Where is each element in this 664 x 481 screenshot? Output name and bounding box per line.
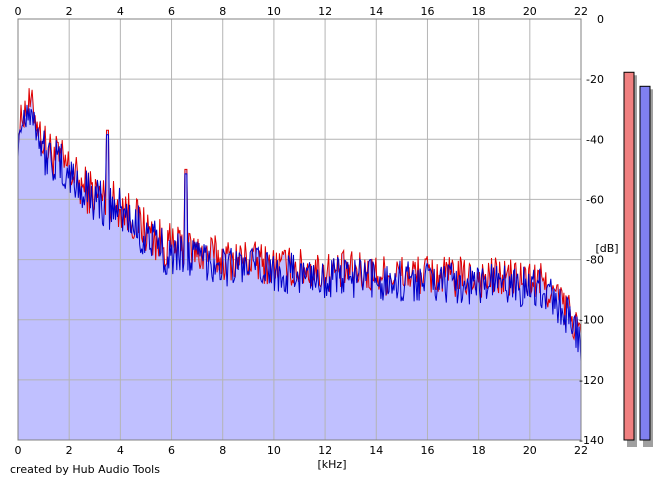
x-tick-label-bottom: 12: [318, 444, 332, 457]
y-tick-label: -20: [586, 73, 604, 86]
x-tick-label-bottom: 0: [15, 444, 22, 457]
series-line-right-channel: [17, 104, 582, 362]
x-tick-label-top: 20: [523, 5, 537, 18]
spectrum-series: [17, 88, 582, 362]
plot-frame: [17, 18, 582, 441]
x-tick-label-top: 12: [318, 5, 332, 18]
x-tick-label-bottom: 18: [472, 444, 486, 457]
grid: [18, 19, 581, 440]
x-tick-labels-bottom: 0 2 4 6 8 10 12 14 16 18 20 22: [15, 444, 589, 457]
y-axis-label: [dB]: [595, 242, 618, 255]
spectrum-area: [18, 88, 581, 440]
y-tick-labels: 0 -20 -40 -60 -80 -100 -120 -140: [579, 13, 604, 447]
x-tick-label-top: 6: [168, 5, 175, 18]
credit-text: created by Hub Audio Tools: [10, 463, 160, 476]
level-meter-right: [639, 85, 651, 441]
x-tick-label-bottom: 16: [420, 444, 434, 457]
y-tick-label: -140: [579, 434, 604, 447]
x-tick-label-top: 10: [267, 5, 281, 18]
spectrum-fill: [18, 88, 581, 440]
x-tick-label-top: 14: [369, 5, 383, 18]
x-tick-label-bottom: 4: [117, 444, 124, 457]
x-axis-label: [kHz]: [318, 458, 347, 471]
y-tick-label: -40: [586, 133, 604, 146]
x-tick-label-bottom: 20: [523, 444, 537, 457]
x-tick-label-bottom: 8: [219, 444, 226, 457]
level-meter-left: [623, 71, 635, 441]
x-tick-label-bottom: 22: [574, 444, 588, 457]
x-tick-label-bottom: 6: [168, 444, 175, 457]
x-tick-labels-top: 0 2 4 6 8 10 12 14 16 18 20 22: [15, 5, 589, 18]
x-tick-label-top: 2: [66, 5, 73, 18]
x-tick-label-bottom: 10: [267, 444, 281, 457]
y-tick-label: -100: [579, 314, 604, 327]
x-tick-label-top: 22: [574, 5, 588, 18]
x-tick-label-top: 4: [117, 5, 124, 18]
x-tick-label-top: 8: [219, 5, 226, 18]
level-meters: [623, 71, 653, 448]
x-tick-label-bottom: 2: [66, 444, 73, 457]
x-tick-label-top: 18: [472, 5, 486, 18]
x-tick-label-top: 0: [15, 5, 22, 18]
y-tick-label: -120: [579, 374, 604, 387]
y-tick-label: 0: [597, 13, 604, 26]
x-tick-label-bottom: 14: [369, 444, 383, 457]
x-tick-label-top: 16: [420, 5, 434, 18]
y-tick-label: -60: [586, 193, 604, 206]
y-tick-label: -80: [586, 254, 604, 267]
